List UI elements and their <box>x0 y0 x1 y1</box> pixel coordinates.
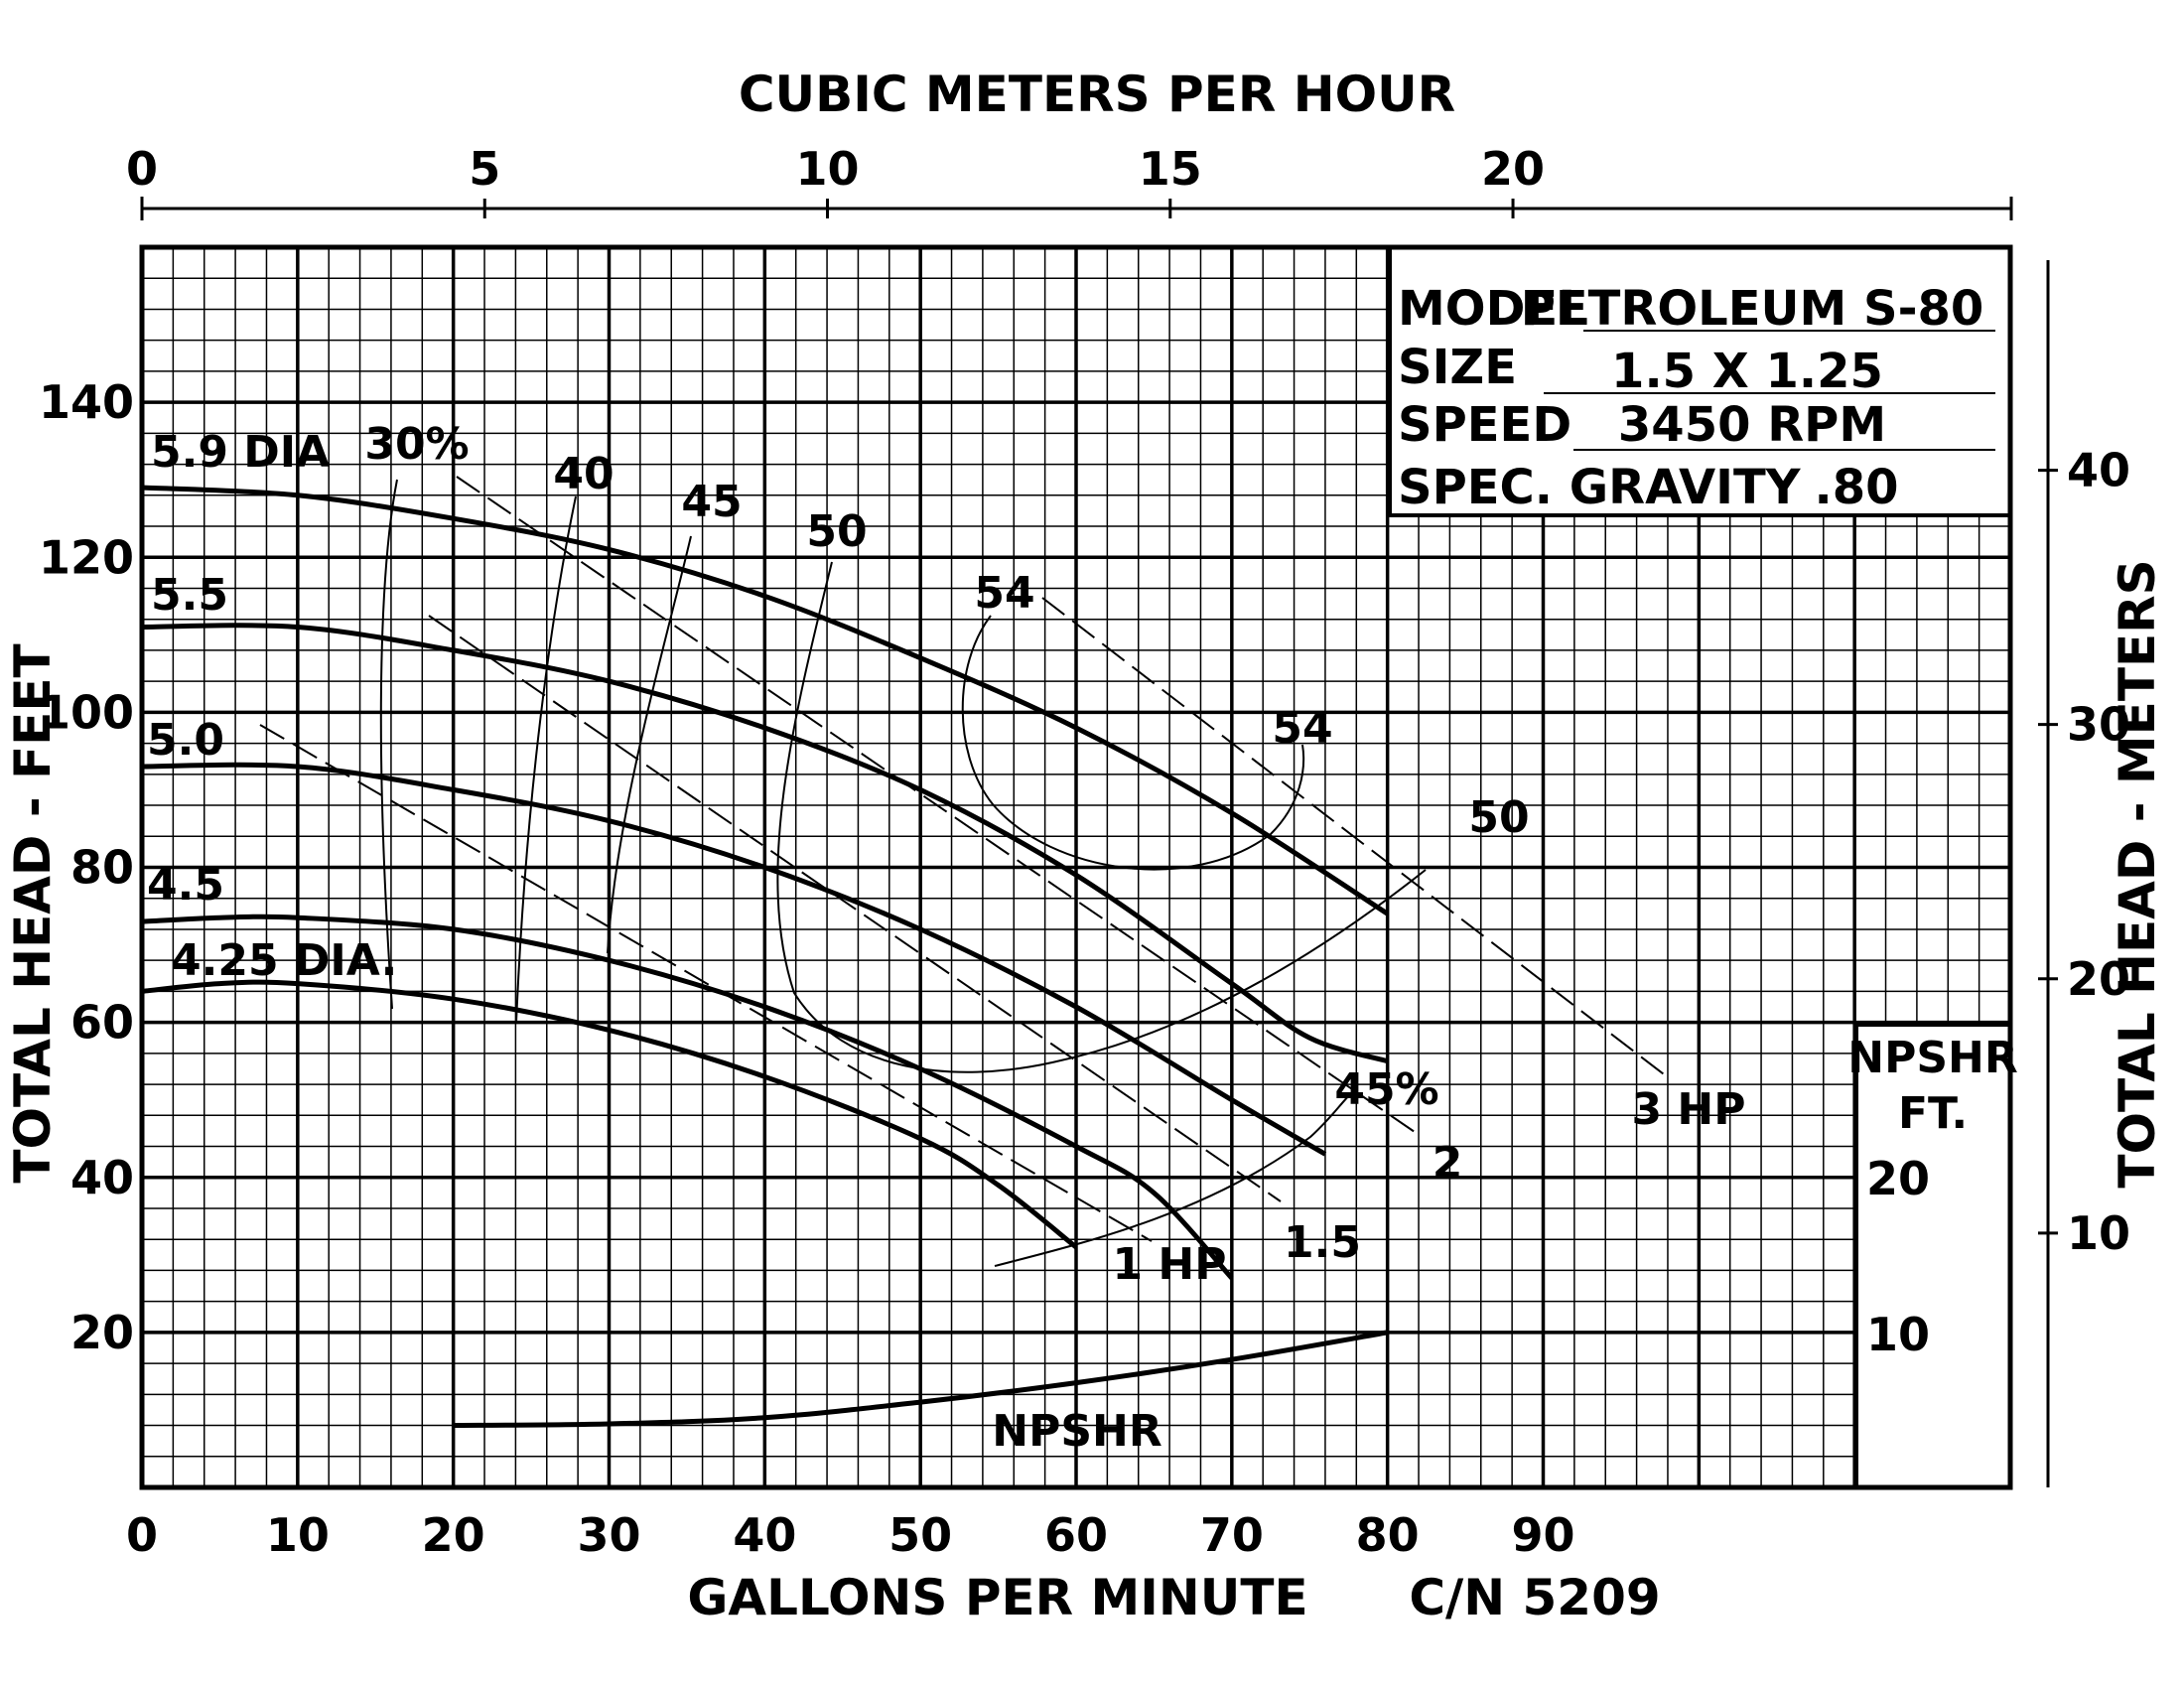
hp-label: 3 HP <box>1631 1084 1745 1135</box>
head-curve <box>141 485 1390 916</box>
hp-label: 2 <box>1433 1138 1463 1189</box>
efficiency-label: 50 <box>806 506 867 557</box>
right-tick-label: 20 <box>2067 952 2130 1006</box>
y-tick-label: 120 <box>39 530 134 584</box>
efficiency-label: 30% <box>364 419 469 470</box>
plot-frame <box>139 244 2013 1490</box>
hp-label: 1.5 <box>1284 1217 1361 1268</box>
efficiency-line-45-right <box>994 1091 1353 1267</box>
efficiency-line-54 <box>961 615 1305 871</box>
hp-line-2 <box>456 476 1416 1133</box>
head-curve <box>141 623 1389 1064</box>
x-tick-label: 40 <box>733 1508 796 1562</box>
x-tick-label: 0 <box>126 1508 158 1562</box>
horsepower-lines <box>259 476 1669 1242</box>
y-tick-label: 60 <box>70 996 134 1050</box>
curve-label: 5.9 DIA <box>151 427 330 478</box>
npshr-box: NPSHR FT. 20 10 <box>1847 1023 2018 1489</box>
top-tick-label: 0 <box>126 142 158 196</box>
x-tick-label: 70 <box>1200 1508 1264 1562</box>
x-tick-label: 10 <box>266 1508 330 1562</box>
npshr-box-background <box>1854 1023 2012 1489</box>
head-curve <box>141 979 1078 1249</box>
y-tick-label: 80 <box>70 841 134 895</box>
x-tick-label: 60 <box>1044 1508 1108 1562</box>
npshr-box-unit: FT. <box>1898 1088 1968 1139</box>
x-tick-label: 80 <box>1356 1508 1420 1562</box>
hp-line-1 <box>259 724 1153 1242</box>
efficiency-label: 54 <box>1272 703 1332 754</box>
npshr-tick-label: 10 <box>1866 1308 1930 1361</box>
curve-label: 4.25 DIA. <box>171 935 397 986</box>
model-label: MODEL <box>1398 281 1588 337</box>
speed-label: SPEED <box>1398 397 1571 453</box>
gravity-value: .80 <box>1814 460 1898 515</box>
top-axis-title: CUBIC METERS PER HOUR <box>739 66 1455 123</box>
head-curve <box>141 914 1234 1280</box>
y-tick-label: 40 <box>70 1151 134 1204</box>
hp-line-1-5 <box>428 615 1282 1202</box>
top-tick-label: 15 <box>1139 142 1202 196</box>
right-tick-label: 30 <box>2067 698 2130 752</box>
y-tick-label: 20 <box>70 1306 134 1359</box>
npshr-box-label: NPSHR <box>1847 1033 2017 1083</box>
model-value: PETROLEUM S-80 <box>1521 281 1984 337</box>
info-box: MODEL PETROLEUM S-80 SIZE 1.5 X 1.25 SPE… <box>1388 245 2012 517</box>
x-tick-label: 30 <box>577 1508 640 1562</box>
y-axis-title: TOTAL HEAD - FEET <box>4 643 62 1183</box>
y-tick-label: 100 <box>39 685 134 739</box>
efficiency-label: 40 <box>553 449 614 499</box>
head-curve <box>141 762 1327 1157</box>
curve-label: 4.5 <box>147 860 224 911</box>
right-axis-ticks: 10 20 30 40 <box>2038 444 2130 1260</box>
top-tick-label: 20 <box>1481 142 1545 196</box>
right-axis-title: TOTAL HEAD - METERS <box>2109 559 2166 1188</box>
curve-label: 5.5 <box>151 570 228 621</box>
chart-code: C/N 5209 <box>1409 1569 1660 1626</box>
efficiency-label: 45 <box>681 477 742 527</box>
curve-label: 5.0 <box>147 715 224 766</box>
top-axis-ticks: 0 5 10 15 20 <box>126 142 2013 220</box>
speed-value: 3450 RPM <box>1618 397 1886 453</box>
npshr-curve <box>453 1330 1389 1428</box>
right-tick-label: 40 <box>2067 444 2130 497</box>
curve-labels: 5.9 DIA 5.5 5.0 4.5 4.25 DIA. NPSHR <box>147 427 1162 1457</box>
top-tick-label: 5 <box>469 142 500 196</box>
x-tick-label: 50 <box>888 1508 952 1562</box>
efficiency-label: 45% <box>1334 1064 1438 1115</box>
right-tick-label: 10 <box>2067 1206 2130 1260</box>
hp-label: 1 HP <box>1112 1239 1226 1290</box>
efficiency-label: 54 <box>974 568 1034 619</box>
hp-line-3 <box>1041 597 1669 1078</box>
horsepower-labels: 1 HP 1.5 2 3 HP <box>1112 1084 1745 1290</box>
efficiency-line-45-left <box>607 535 692 954</box>
x-axis-title: GALLONS PER MINUTE <box>687 1569 1307 1626</box>
top-tick-label: 10 <box>796 142 860 196</box>
y-tick-label: 140 <box>39 375 134 429</box>
efficiency-line-30 <box>379 479 398 1010</box>
x-axis-tick-labels: 0 10 20 30 40 50 60 70 80 90 <box>126 1508 1575 1562</box>
size-value: 1.5 X 1.25 <box>1611 344 1883 399</box>
size-label: SIZE <box>1398 340 1517 395</box>
efficiency-labels: 30% 40 45 50 54 54 50 45% <box>364 419 1529 1115</box>
npshr-curve-label: NPSHR <box>992 1406 1161 1457</box>
efficiency-line-40 <box>515 495 577 1024</box>
x-tick-label: 90 <box>1511 1508 1574 1562</box>
efficiency-lines <box>379 479 1427 1267</box>
efficiency-line-50-left <box>776 561 1427 1073</box>
head-capacity-curves <box>141 485 1390 1428</box>
gravity-label: SPEC. GRAVITY <box>1398 460 1802 515</box>
y-axis-tick-labels: 20 40 60 80 100 120 140 <box>39 375 134 1359</box>
efficiency-label: 50 <box>1468 792 1529 843</box>
x-tick-label: 20 <box>422 1508 485 1562</box>
npshr-tick-label: 20 <box>1866 1152 1930 1205</box>
